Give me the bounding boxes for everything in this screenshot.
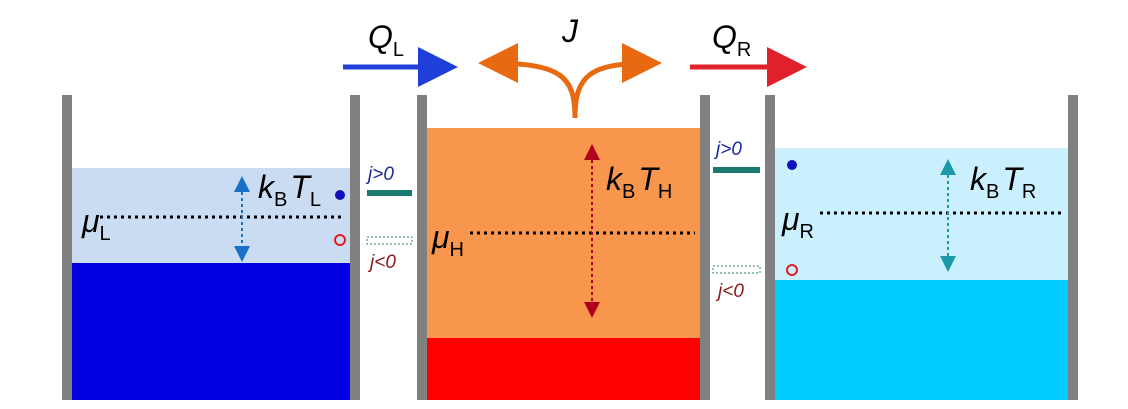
label-part: H — [658, 181, 672, 203]
label-part: B — [622, 181, 635, 203]
current-label: J — [561, 13, 579, 49]
label-part: μ — [781, 201, 800, 237]
label-part: L — [310, 189, 321, 211]
label-part: j<0 — [715, 281, 744, 302]
forward-current-label: j>0 — [713, 139, 742, 160]
label-part: L — [393, 39, 404, 61]
label-part: B — [274, 189, 287, 211]
label-part: B — [986, 181, 999, 203]
reservoir-left — [62, 95, 360, 400]
forward-current-label: j>0 — [365, 164, 394, 185]
backward-current-label: j<0 — [367, 252, 396, 273]
label-part: j<0 — [367, 252, 396, 273]
label-part: R — [737, 39, 751, 61]
label-part: j>0 — [713, 139, 742, 160]
flow-arrows — [343, 63, 797, 118]
label-part: μ — [81, 203, 100, 239]
label-part: j>0 — [365, 164, 394, 185]
diagram: QL J QR kBTL μL kBTH μH kBTR μR j>0 j<0 … — [0, 0, 1128, 409]
label-part: J — [561, 13, 579, 49]
heat-flow-right-label: QR — [712, 19, 751, 61]
heat-flow-left-label: QL — [368, 19, 404, 61]
label-part: H — [450, 239, 464, 261]
label-part: Q — [712, 19, 737, 55]
reservoir-right — [765, 95, 1078, 400]
label-part: μ — [431, 219, 450, 255]
label-part: R — [1022, 181, 1036, 203]
label-part: R — [800, 221, 814, 243]
label-part: Q — [368, 19, 393, 55]
backward-current-label: j<0 — [715, 281, 744, 302]
label-part: L — [100, 223, 111, 245]
